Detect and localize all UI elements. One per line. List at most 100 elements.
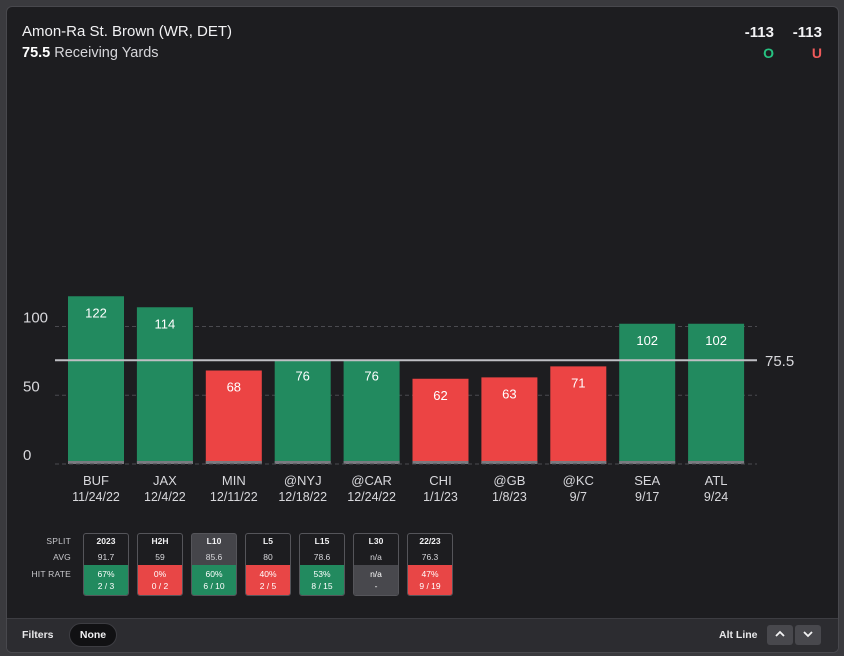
- split-hit-fraction: 9 / 19: [419, 581, 441, 591]
- split-2023-button[interactable]: 2023 91.7 67% 2 / 3: [83, 533, 129, 596]
- prop-line-label: 75.5: [765, 353, 794, 370]
- bar-base-MIN: [205, 461, 262, 464]
- bar-ATL: [688, 323, 745, 464]
- chevron-up-icon: [775, 630, 785, 637]
- bar-JAX: [136, 307, 193, 464]
- bar-base-CHI: [412, 461, 469, 464]
- bar-@NYJ: [274, 359, 331, 464]
- bar-value-label: 76: [364, 369, 378, 384]
- over-odds[interactable]: -113: [744, 24, 774, 41]
- bar-value-label: 76: [295, 369, 309, 384]
- split-L5-button[interactable]: L5 80 40% 2 / 5: [245, 533, 291, 596]
- x-tick-opponent: MIN: [222, 473, 246, 488]
- x-tick-date: 12/24/22: [347, 490, 396, 504]
- split-avg: 91.7: [97, 552, 115, 562]
- split-name: L10: [206, 536, 222, 546]
- x-tick-date: 12/4/22: [144, 490, 186, 504]
- prop-card: Amon-Ra St. Brown (WR, DET) 75.5 Receivi…: [6, 6, 839, 653]
- split-L15-button[interactable]: L15 78.6 53% 8 / 15: [299, 533, 345, 596]
- bar-base-@GB: [481, 461, 538, 464]
- split-hit-pct: n/a: [370, 569, 382, 579]
- under-label[interactable]: U: [811, 45, 822, 61]
- split-hit-rate: 67% 2 / 3: [84, 565, 128, 595]
- bar-@GB: [481, 377, 538, 464]
- split-hit-pct: 53%: [313, 569, 331, 579]
- prop-subtitle: 75.5 Receiving Yards: [22, 45, 159, 61]
- bar-base-JAX: [136, 461, 193, 464]
- split-hit-rate: 40% 2 / 5: [246, 565, 290, 595]
- split-hit-fraction: 2 / 3: [97, 581, 115, 591]
- bar-@KC: [550, 366, 607, 464]
- bar-SEA: [619, 323, 676, 464]
- split-22-23-button[interactable]: 22/23 76.3 47% 9 / 19: [407, 533, 453, 596]
- split-avg: 80: [263, 552, 273, 562]
- split-label: SPLIT: [46, 536, 71, 546]
- filters-label: Filters: [22, 629, 54, 641]
- bar-base-SEA: [619, 461, 676, 464]
- split-hit-pct: 67%: [97, 569, 115, 579]
- footer-bar: Filters None Alt Line: [7, 618, 838, 652]
- prop-market: Receiving Yards: [54, 45, 159, 61]
- split-name: L30: [368, 536, 384, 546]
- x-tick-opponent: BUF: [83, 473, 109, 488]
- bar-base-@CAR: [343, 461, 400, 464]
- bar-value-label: 68: [227, 380, 241, 395]
- split-avg: n/a: [370, 552, 382, 562]
- split-hit-rate: 47% 9 / 19: [408, 565, 452, 595]
- split-hit-fraction: 2 / 5: [259, 581, 277, 591]
- x-tick-opponent: @NYJ: [284, 473, 322, 488]
- x-tick-opponent: @KC: [563, 473, 594, 488]
- x-tick-opponent: JAX: [153, 473, 177, 488]
- split-hit-rate: 0% 0 / 2: [138, 565, 182, 595]
- bar-base-@NYJ: [274, 461, 331, 464]
- alt-line-label: Alt Line: [719, 629, 758, 641]
- split-hit-fraction: 8 / 15: [311, 581, 333, 591]
- x-tick-date: 12/18/22: [278, 490, 327, 504]
- avg-label: AVG: [53, 552, 71, 562]
- x-tick-opponent: SEA: [634, 473, 660, 488]
- prop-line: 75.5: [22, 45, 51, 61]
- x-tick-date: 9/24: [704, 490, 728, 504]
- filter-none-button[interactable]: None: [69, 623, 117, 647]
- bar-value-label: 71: [571, 375, 585, 390]
- split-name: L15: [314, 536, 330, 546]
- split-name: 2023: [96, 536, 116, 546]
- x-tick-date: 11/24/22: [72, 490, 120, 504]
- under-odds[interactable]: -113: [792, 24, 822, 41]
- game-log-bar-chart: 0 50 100 122 BUF 11/24/22 114 JAX 12/4/22 68 MIN 12…: [23, 296, 794, 504]
- bar-MIN: [205, 370, 262, 464]
- bar-value-label: 62: [433, 388, 447, 403]
- split-avg: 76.3: [421, 552, 439, 562]
- split-hit-fraction: -: [374, 581, 378, 591]
- bar-CHI: [412, 378, 469, 464]
- x-tick-date: 1/8/23: [492, 490, 527, 504]
- bar-value-label: 102: [705, 333, 727, 348]
- split-hit-rate: 60% 6 / 10: [192, 565, 236, 595]
- x-tick-date: 9/17: [635, 490, 659, 504]
- split-H2H-button[interactable]: H2H 59 0% 0 / 2: [137, 533, 183, 596]
- split-hit-pct: 47%: [421, 569, 439, 579]
- bar-base-ATL: [688, 461, 745, 464]
- x-tick-date: 12/11/22: [210, 490, 258, 504]
- split-L30-button[interactable]: L30 n/a n/a -: [353, 533, 399, 596]
- x-tick-opponent: @GB: [493, 473, 525, 488]
- y-tick-label: 100: [23, 310, 48, 327]
- alt-line-up-button[interactable]: [767, 625, 793, 645]
- split-hit-fraction: 6 / 10: [203, 581, 225, 591]
- split-hit-fraction: 0 / 2: [151, 581, 169, 591]
- bar-value-label: 122: [85, 305, 107, 320]
- x-tick-date: 9/7: [570, 490, 587, 504]
- split-avg: 78.6: [313, 552, 331, 562]
- split-hit-pct: 60%: [205, 569, 223, 579]
- alt-line-down-button[interactable]: [795, 625, 821, 645]
- bar-@CAR: [343, 359, 400, 464]
- split-hit-pct: 0%: [153, 569, 167, 579]
- split-name: H2H: [151, 536, 169, 546]
- x-tick-date: 1/1/23: [423, 490, 458, 504]
- over-label[interactable]: O: [763, 45, 774, 61]
- split-L10-button[interactable]: L10 85.6 60% 6 / 10: [191, 533, 237, 596]
- split-avg: 85.6: [205, 552, 223, 562]
- bar-value-label: 102: [636, 333, 658, 348]
- x-tick-opponent: @CAR: [351, 473, 392, 488]
- split-hit-pct: 40%: [259, 569, 277, 579]
